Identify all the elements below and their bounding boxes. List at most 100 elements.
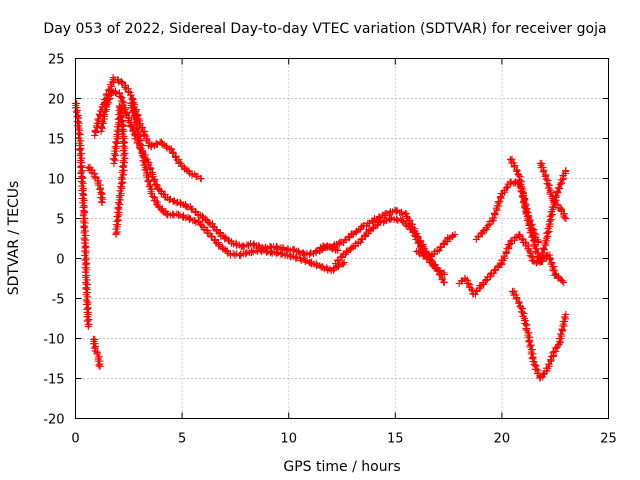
series-arc-j-late [413,231,459,263]
data-point-marker [129,106,137,114]
y-tick-label: 25 [48,53,65,68]
data-point-marker [557,330,565,338]
data-point-marker [533,365,541,373]
data-point-marker [186,215,194,223]
data-point-marker [546,255,554,263]
data-point-marker [221,235,229,243]
data-marks [71,74,570,382]
data-point-marker [170,197,178,205]
data-point-marker [144,177,152,185]
data-point-marker [145,178,153,186]
data-point-marker [398,217,406,225]
data-point-marker [158,207,166,215]
data-point-marker [129,127,137,135]
data-point-marker [392,207,400,215]
data-point-marker [507,237,515,245]
data-point-marker [451,231,459,238]
data-point-marker [319,263,327,271]
data-point-marker [549,349,557,357]
data-point-marker [83,317,91,325]
data-point-marker [150,177,158,185]
data-point-marker [154,202,162,210]
data-point-marker [80,239,88,247]
data-point-marker [118,118,126,126]
data-point-marker [529,257,537,265]
data-point-marker [92,128,100,136]
data-point-marker [129,108,137,116]
data-point-marker [81,219,89,227]
y-tick-label: -10 [43,333,64,348]
data-point-marker [198,214,206,222]
data-point-marker [121,159,129,167]
data-point-marker [551,196,559,204]
data-point-marker [121,83,129,91]
data-point-marker [365,226,373,234]
y-tick-label: -15 [43,373,64,388]
data-point-marker [527,341,535,349]
data-point-marker [126,91,134,99]
data-point-marker [95,110,103,118]
data-point-marker [197,175,205,182]
data-point-marker [548,259,556,267]
data-point-marker [464,280,472,288]
data-point-marker [85,321,93,329]
data-point-marker [82,236,90,244]
data-point-marker [147,142,155,150]
data-point-marker [80,223,88,231]
data-point-marker [96,186,104,194]
data-point-marker [561,214,569,222]
data-point-marker [301,258,309,266]
data-point-marker [115,90,123,98]
data-point-marker [440,279,448,286]
data-point-marker [525,337,533,345]
data-point-marker [562,167,570,174]
data-point-marker [126,122,134,130]
data-point-marker [537,257,545,265]
data-point-marker [562,215,570,222]
data-point-marker [531,229,539,237]
data-point-marker [562,311,570,318]
series-arc-f-spike [110,102,129,238]
data-point-marker [82,261,90,269]
data-point-marker [525,213,533,221]
series-arc-e-peak [91,74,205,183]
data-point-marker [517,303,525,311]
data-point-marker [552,344,560,352]
data-point-marker [490,266,498,274]
data-point-marker [545,227,553,235]
data-point-marker [174,210,182,218]
x-tick-label: 20 [494,432,511,447]
data-point-marker [135,135,143,143]
data-point-marker [527,222,535,230]
data-point-marker [401,209,409,217]
y-axis-ticks: -20 -15 -10 -5 0 5 10 15 20 25 [43,53,609,428]
series-arc-c-rise [84,163,107,206]
data-point-marker [129,95,137,103]
data-point-marker [152,197,160,205]
data-point-marker [529,358,537,366]
data-point-marker [76,131,84,139]
data-point-marker [539,249,547,257]
y-axis-label: SDTVAR / TECUs [6,181,22,296]
y-tick-label: 10 [48,173,65,188]
data-point-marker [133,123,141,131]
data-point-marker [472,287,480,295]
x-tick-label: 5 [178,432,186,447]
y-tick-label: 20 [48,93,65,108]
data-point-marker [502,184,510,192]
data-point-marker [116,92,124,100]
data-point-marker [80,208,88,216]
data-point-marker [119,179,127,187]
series-arc-m-crossing [506,155,542,246]
y-tick-label: -5 [52,293,65,308]
data-point-marker [138,152,146,160]
data-point-marker [330,264,338,272]
data-point-marker [112,231,120,238]
data-point-marker [518,188,526,196]
data-point-marker [77,170,85,178]
data-point-marker [112,151,120,159]
series-arc-n-evening-dip [509,287,570,382]
chart-title: Day 053 of 2022, Sidereal Day-to-day VTE… [43,21,606,37]
data-point-marker [348,230,356,238]
